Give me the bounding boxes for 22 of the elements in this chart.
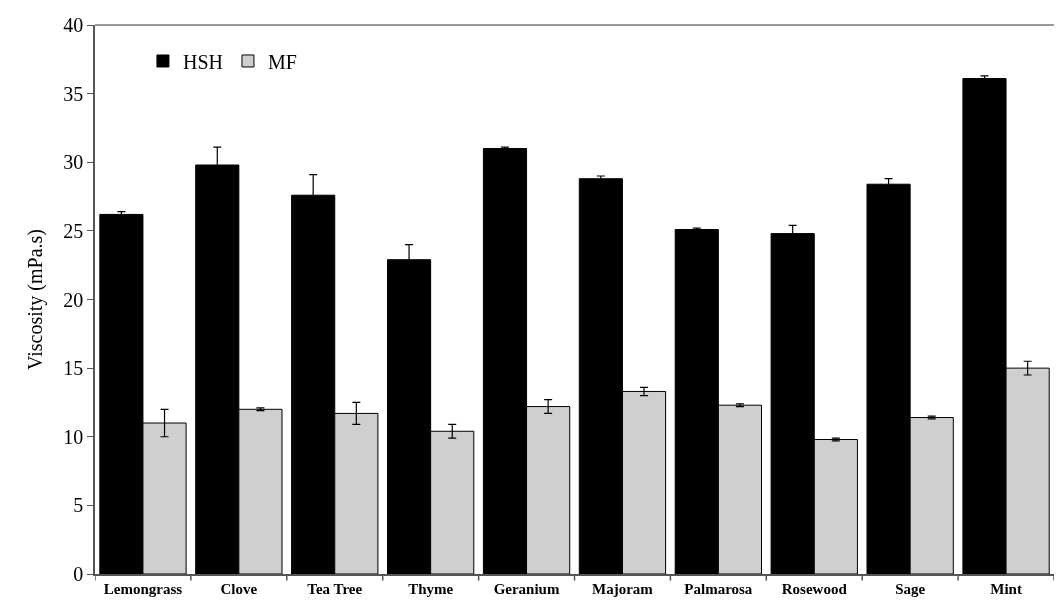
x-tick-label: Palmarosa bbox=[684, 580, 753, 597]
y-tick-label: 15 bbox=[63, 357, 84, 380]
y-tick-label: 40 bbox=[63, 14, 84, 36]
x-tick-label: Lemongrass bbox=[103, 580, 183, 597]
y-tick-label: 0 bbox=[73, 563, 84, 585]
y-tick-label: 5 bbox=[73, 494, 84, 517]
x-tick-label: Rosewood bbox=[781, 580, 848, 597]
y-tick-label: 10 bbox=[63, 425, 84, 448]
x-tick-label: Mint bbox=[990, 580, 1022, 597]
legend-label: MF bbox=[267, 50, 297, 73]
x-tick-label: Tea Tree bbox=[307, 580, 363, 597]
x-tick-label: Clove bbox=[220, 580, 258, 597]
x-tick-label: Sage bbox=[895, 580, 926, 597]
x-tick-label: Geranium bbox=[493, 580, 560, 597]
y-tick-label: 30 bbox=[63, 151, 84, 174]
y-tick-label: 35 bbox=[63, 82, 84, 105]
y-axis-title: Viscosity (mPa.s) bbox=[24, 228, 48, 371]
y-tick-label: 20 bbox=[63, 288, 84, 311]
y-tick-label: 25 bbox=[63, 219, 84, 242]
x-tick-label: Majoram bbox=[592, 580, 654, 597]
legend-label: HSH bbox=[182, 50, 223, 73]
x-tick-label: Thyme bbox=[408, 580, 454, 597]
